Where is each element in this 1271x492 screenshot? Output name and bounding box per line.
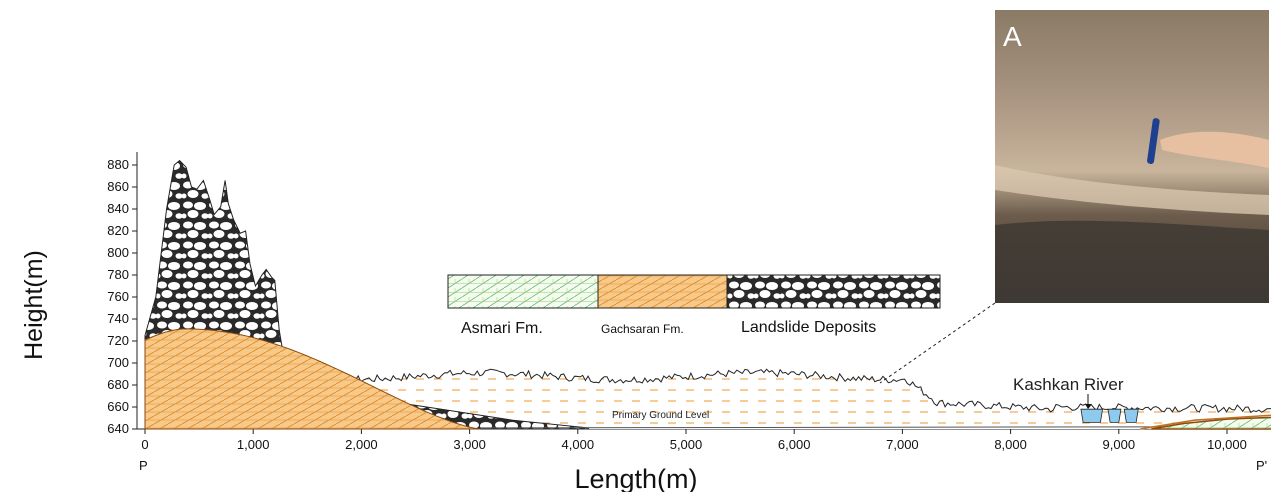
geology-layers bbox=[144, 159, 1271, 430]
y-tick-label: 840 bbox=[107, 201, 129, 216]
photo-pen bbox=[1147, 118, 1160, 164]
photo-hand bbox=[1160, 131, 1269, 168]
x-tick-label: 3,000 bbox=[453, 437, 486, 452]
y-tick-label: 680 bbox=[107, 377, 129, 392]
y-tick-label: 800 bbox=[107, 245, 129, 260]
x-tick-label: 5,000 bbox=[670, 437, 703, 452]
x-tick-label: 10,000 bbox=[1207, 437, 1247, 452]
profile-end-label: P' bbox=[1256, 458, 1267, 473]
x-tick-label: 4,000 bbox=[562, 437, 595, 452]
y-tick-label: 640 bbox=[107, 421, 129, 436]
y-tick-label: 820 bbox=[107, 223, 129, 238]
photo-rock-band bbox=[995, 165, 1269, 215]
y-tick-label: 720 bbox=[107, 333, 129, 348]
x-tick-label: 1,000 bbox=[237, 437, 270, 452]
photo-dark-ground bbox=[995, 220, 1269, 303]
gachsaran-dashed-fill bbox=[287, 369, 1271, 429]
x-tick-label: 8,000 bbox=[994, 437, 1027, 452]
x-tick-label: 7,000 bbox=[886, 437, 919, 452]
profile-start-label: P bbox=[139, 458, 148, 473]
x-axis-title: Length(m) bbox=[574, 464, 697, 492]
legend-label-asmari: Asmari Fm. bbox=[461, 320, 543, 337]
y-tick-label: 880 bbox=[107, 157, 129, 172]
y-tick-label: 860 bbox=[107, 179, 129, 194]
legend-label-gachsaran: Gachsaran Fm. bbox=[601, 322, 684, 336]
x-tick-label: 2,000 bbox=[345, 437, 378, 452]
y-tick-label: 660 bbox=[107, 399, 129, 414]
legend-swatch-asmari bbox=[447, 274, 599, 309]
y-tick-label: 700 bbox=[107, 355, 129, 370]
legend: Asmari Fm. Gachsaran Fm. Landslide Depos… bbox=[447, 274, 941, 337]
y-tick-label: 740 bbox=[107, 311, 129, 326]
river-water bbox=[1123, 408, 1139, 423]
gachsaran-formation-body bbox=[144, 328, 481, 430]
legend-label-landslide: Landslide Deposits bbox=[741, 319, 876, 336]
legend-swatch-landslide bbox=[726, 274, 941, 309]
y-axis: 640 660 680 700 720 740 760 780 800 820 840 860 880 bbox=[107, 152, 138, 436]
photo-inset: A bbox=[879, 10, 1269, 384]
photo-label: A bbox=[1003, 21, 1022, 52]
kashkan-river-label: Kashkan River bbox=[1013, 375, 1124, 394]
x-tick-label: 6,000 bbox=[778, 437, 811, 452]
y-tick-label: 760 bbox=[107, 289, 129, 304]
x-tick-label: 0 bbox=[141, 437, 148, 452]
asmari-formation-body bbox=[1151, 416, 1271, 430]
x-axis: 0 1,000 2,000 3,000 4,000 5,000 6,000 7,000 8,00… bbox=[137, 428, 1269, 452]
y-axis-title: Height(m) bbox=[20, 250, 48, 360]
legend-swatch-gachsaran bbox=[597, 274, 728, 309]
primary-ground-level-label: Primary Ground Level bbox=[612, 410, 709, 421]
x-tick-label: 9,000 bbox=[1103, 437, 1136, 452]
river-water bbox=[1107, 408, 1122, 423]
formation-contact-line bbox=[1140, 414, 1271, 430]
photo-callout-line bbox=[879, 302, 996, 384]
ground-surface-line bbox=[287, 368, 1271, 414]
y-tick-label: 780 bbox=[107, 267, 129, 282]
river-water bbox=[1080, 408, 1104, 423]
river-pointer-arrowhead bbox=[1085, 404, 1091, 409]
